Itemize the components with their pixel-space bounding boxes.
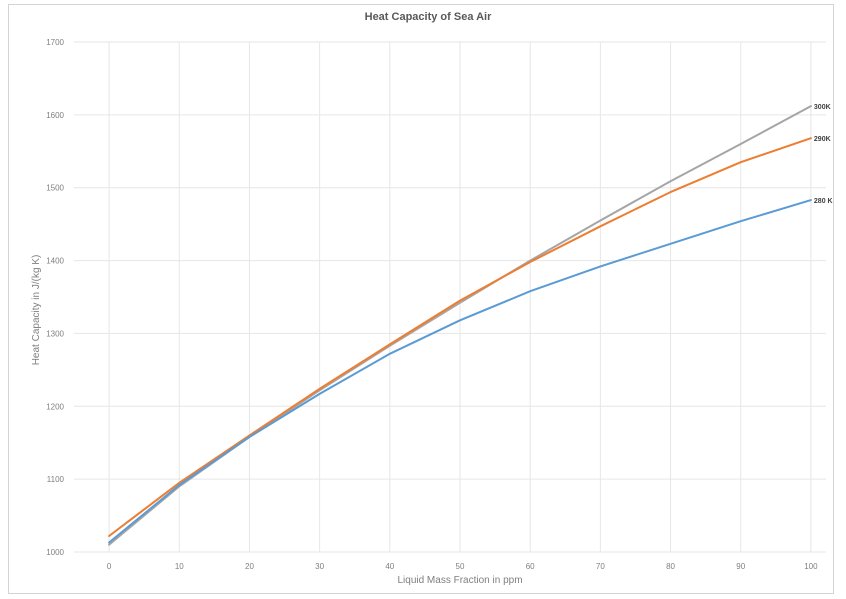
y-tick-label: 1200 <box>46 402 64 411</box>
x-tick-label: 30 <box>315 562 324 571</box>
series-label-2: 280 K <box>814 198 833 205</box>
x-tick-label: 60 <box>526 562 535 571</box>
x-tick-label: 90 <box>736 562 745 571</box>
y-tick-label: 1500 <box>46 184 64 193</box>
y-tick-label: 1300 <box>46 329 64 338</box>
x-axis-label: Liquid Mass Fraction in ppm <box>397 575 522 586</box>
x-tick-label: 70 <box>596 562 605 571</box>
x-tick-label: 10 <box>175 562 184 571</box>
y-axis-ticks: 1000 1100 1200 1300 1400 1500 1600 1700 <box>46 38 64 557</box>
x-tick-label: 20 <box>245 562 254 571</box>
series-lines <box>108 105 812 546</box>
series-label-1: 290K <box>814 136 831 143</box>
series-label-0: 300K <box>814 104 831 111</box>
y-tick-label: 1600 <box>46 111 64 120</box>
series-labels: 300K 290K 280 K <box>814 104 833 205</box>
x-tick-label: 80 <box>666 562 675 571</box>
y-axis-label: Heat Capacity in J/(kg K) <box>31 255 42 366</box>
x-axis-ticks: 0 10 20 30 40 50 60 70 80 90 100 <box>107 562 818 571</box>
chart-title: Heat Capacity of Sea Air <box>365 11 492 23</box>
series-line-2 <box>108 199 812 544</box>
chart-area <box>8 4 834 594</box>
x-tick-label: 50 <box>456 562 465 571</box>
x-tick-label: 100 <box>804 562 818 571</box>
y-tick-label: 1000 <box>46 548 64 557</box>
x-tick-label: 0 <box>107 562 112 571</box>
y-tick-label: 1100 <box>47 475 65 484</box>
x-tick-label: 40 <box>385 562 394 571</box>
y-tick-label: 1400 <box>46 257 64 266</box>
series-line-1 <box>108 137 812 537</box>
gridlines <box>74 41 826 553</box>
y-tick-label: 1700 <box>46 38 64 47</box>
